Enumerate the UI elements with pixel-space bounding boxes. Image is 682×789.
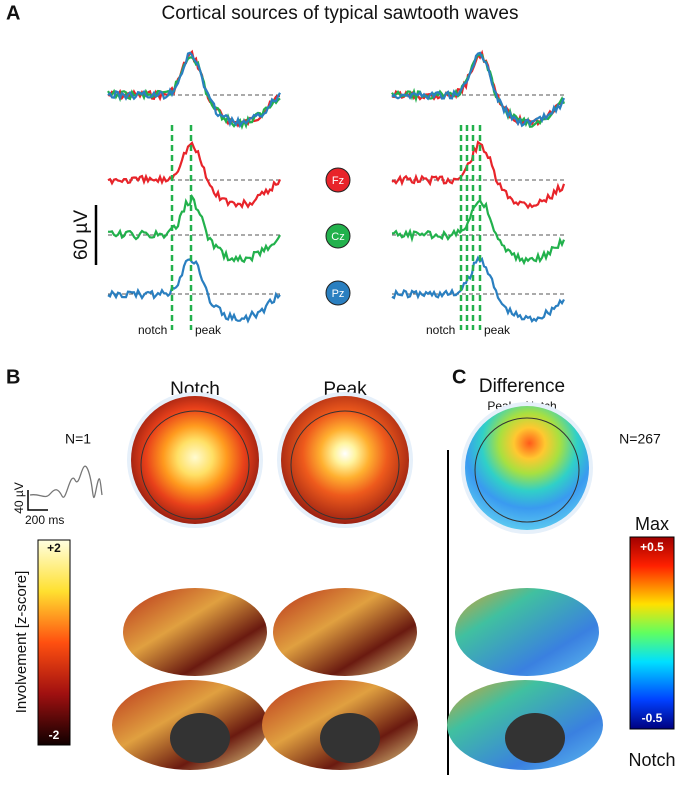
example-wave — [29, 465, 103, 499]
figure-title: Cortical sources of typical sawtooth wav… — [162, 3, 519, 24]
colorbar-bottom: Notch — [628, 750, 675, 770]
notch-label: notch — [138, 323, 167, 337]
panel-label: A — [6, 2, 20, 24]
colorbar-min: -2 — [49, 728, 60, 742]
time-label: 200 ms — [25, 513, 64, 527]
trace — [107, 51, 281, 129]
sample-size: N=1 — [65, 431, 91, 447]
trace — [391, 255, 565, 324]
trace — [107, 193, 281, 264]
electrode-label: Fz — [332, 175, 344, 187]
colorbar-top: Max — [635, 514, 669, 534]
scale-label: 60 µV — [71, 210, 92, 260]
trace — [391, 52, 566, 128]
trace — [391, 51, 566, 128]
colorbar — [37, 539, 71, 746]
waveforms — [107, 49, 566, 324]
trace — [391, 140, 566, 210]
colorbar-max: +2 — [47, 541, 61, 555]
brain-lateral — [273, 588, 417, 676]
panel-title: Difference — [479, 376, 565, 397]
electrode-badge — [325, 280, 351, 306]
colorbar-max: +0.5 — [640, 540, 664, 554]
topomap — [277, 392, 413, 528]
electrode-badge — [325, 167, 351, 193]
trace — [391, 198, 566, 266]
brain-lateral — [123, 588, 267, 676]
trace — [391, 49, 565, 127]
notch-label: notch — [426, 323, 455, 337]
colorbar-min: -0.5 — [642, 711, 663, 725]
electrode-label: Cz — [331, 231, 344, 243]
colorbar — [629, 536, 675, 730]
brain-lateral — [455, 588, 599, 676]
brain-medial — [112, 680, 268, 770]
topomap — [461, 402, 593, 534]
electrode-label: Pz — [332, 288, 345, 300]
trace — [107, 258, 281, 324]
topomap — [127, 392, 263, 528]
wave-scale — [27, 490, 48, 511]
brain-medial — [262, 680, 418, 770]
panel-label: B — [6, 366, 20, 388]
colorbar-title: Involvement [z-score] — [13, 571, 30, 714]
panel-label: C — [452, 366, 466, 388]
peak-label: peak — [484, 323, 511, 337]
sample-size: N=267 — [619, 431, 661, 447]
brain-medial — [447, 680, 603, 770]
amplitude-label: 40 µV — [12, 482, 26, 514]
electrode-badge — [325, 223, 351, 249]
peak-label: peak — [195, 323, 222, 337]
trace — [107, 140, 282, 210]
